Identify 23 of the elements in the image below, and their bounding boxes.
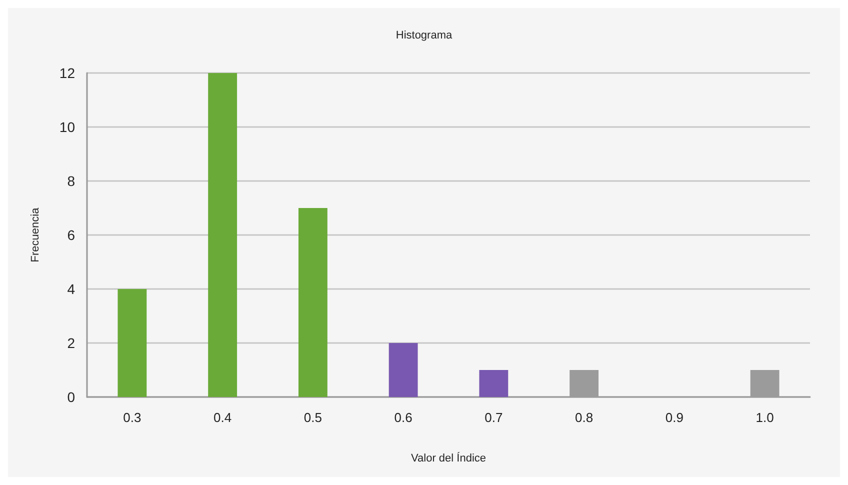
y-tick-label: 2	[67, 335, 76, 351]
x-axis-title: Valor del Índice	[410, 452, 486, 464]
bar	[208, 73, 238, 397]
x-tick-label: 0.3	[123, 410, 142, 425]
y-tick-label: 10	[59, 119, 76, 135]
x-tick-label: 0.6	[394, 410, 412, 425]
bar	[298, 208, 328, 397]
y-axis-title: Frecuencia	[30, 206, 42, 262]
x-tick-label: 0.9	[665, 410, 684, 425]
x-tick-label: 0.7	[484, 410, 503, 425]
y-tick-label: 6	[67, 227, 76, 243]
y-tick-label: 4	[67, 281, 76, 297]
bar	[388, 343, 418, 397]
x-tick-label: 1.0	[756, 410, 774, 425]
x-tick-label: 0.5	[304, 410, 322, 425]
chart-title: Histograma	[396, 30, 453, 42]
bar	[479, 370, 508, 397]
bar	[118, 289, 147, 397]
y-tick-label: 8	[67, 173, 76, 189]
x-tick-label: 0.4	[214, 410, 232, 425]
x-tick-label: 0.8	[575, 410, 594, 425]
y-tick-label: 12	[59, 65, 76, 81]
y-tick-label: 0	[67, 389, 76, 405]
